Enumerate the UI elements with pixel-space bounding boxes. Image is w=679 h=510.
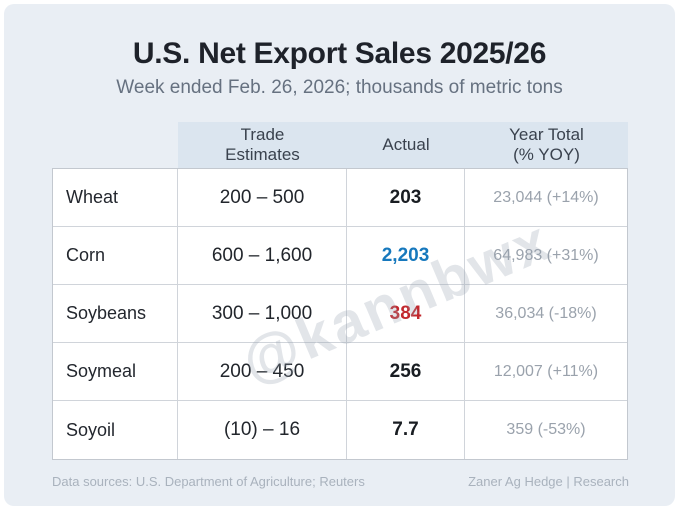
trade-estimate-cell: 600 – 1,600 bbox=[178, 227, 347, 285]
header-cell-trade-estimates: Trade Estimates bbox=[178, 122, 347, 168]
year-total-cell: 359 (-53%) bbox=[465, 401, 627, 459]
trade-estimate-cell: 200 – 500 bbox=[178, 169, 347, 227]
table-header-row: Trade Estimates Actual Year Total (% YOY… bbox=[52, 122, 628, 168]
header-trade-line2: Estimates bbox=[225, 145, 300, 164]
commodity-cell: Soymeal bbox=[53, 343, 178, 401]
page-subtitle: Week ended Feb. 26, 2026; thousands of m… bbox=[116, 77, 563, 98]
year-total-cell: 64,983 (+31%) bbox=[465, 227, 627, 285]
header-yeartotal-line2: (% YOY) bbox=[513, 145, 580, 164]
infographic-panel: U.S. Net Export Sales 2025/26 Week ended… bbox=[4, 4, 675, 506]
header-cell-commodity bbox=[52, 122, 178, 168]
commodity-cell: Wheat bbox=[53, 169, 178, 227]
commodity-cell: Corn bbox=[53, 227, 178, 285]
trade-estimate-cell: 200 – 450 bbox=[178, 343, 347, 401]
year-total-cell: 23,044 (+14%) bbox=[465, 169, 627, 227]
year-total-cell: 36,034 (-18%) bbox=[465, 285, 627, 343]
header-trade-line1: Trade bbox=[240, 124, 285, 144]
actual-cell: 384 bbox=[347, 285, 465, 343]
actual-cell: 2,203 bbox=[347, 227, 465, 285]
export-sales-table: Trade Estimates Actual Year Total (% YOY… bbox=[52, 122, 628, 460]
commodity-cell: Soyoil bbox=[53, 401, 178, 459]
header-cell-year-total: Year Total (% YOY) bbox=[465, 122, 628, 168]
page-title: U.S. Net Export Sales 2025/26 bbox=[132, 37, 547, 70]
trade-estimate-cell: 300 – 1,000 bbox=[178, 285, 347, 343]
header-cell-actual: Actual bbox=[347, 122, 465, 168]
commodity-cell: Soybeans bbox=[53, 285, 178, 343]
trade-estimate-cell: (10) – 16 bbox=[178, 401, 347, 459]
table-body: Wheat 200 – 500 203 23,044 (+14%) Corn 6… bbox=[52, 168, 628, 460]
actual-cell: 7.7 bbox=[347, 401, 465, 459]
data-sources-text: Data sources: U.S. Department of Agricul… bbox=[52, 474, 365, 489]
attribution-text: Zaner Ag Hedge | Research bbox=[468, 474, 629, 489]
header-yeartotal-line1: Year Total bbox=[509, 124, 584, 144]
year-total-cell: 12,007 (+11%) bbox=[465, 343, 627, 401]
header-actual-line1: Actual bbox=[382, 134, 430, 154]
actual-cell: 203 bbox=[347, 169, 465, 227]
actual-cell: 256 bbox=[347, 343, 465, 401]
